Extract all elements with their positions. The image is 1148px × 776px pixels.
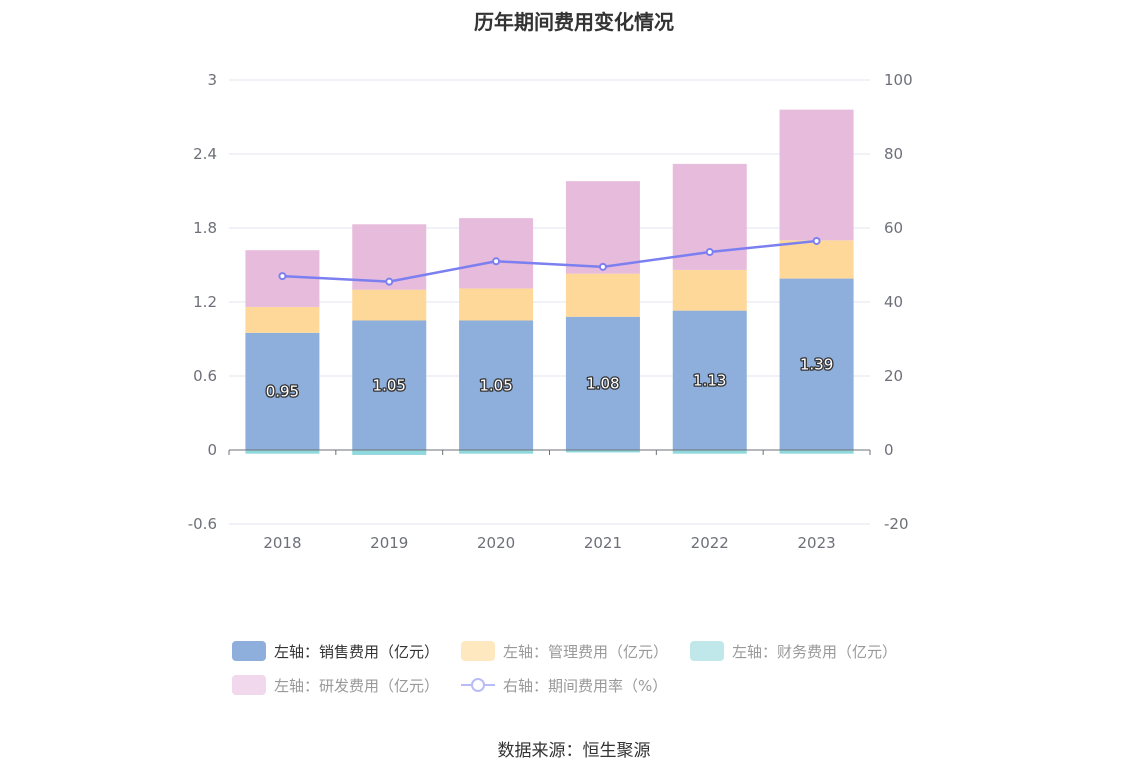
bar-segment — [352, 450, 427, 455]
left-tick-label: -0.6 — [188, 515, 217, 533]
legend-row-1: 左轴：销售费用（亿元） 左轴：管理费用（亿元） 左轴：财务费用（亿元） — [232, 638, 932, 664]
legend-swatch-sales — [232, 641, 266, 661]
data-label: 1.05 — [373, 376, 406, 394]
bar-segment — [779, 240, 854, 279]
legend-label-expense-ratio: 右轴：期间费用率（%） — [503, 676, 668, 695]
bar-segment — [245, 306, 320, 333]
left-tick-label: 0 — [207, 441, 217, 459]
data-label: 1.13 — [693, 371, 726, 389]
expense-ratio-line — [282, 239, 817, 283]
bar-segment — [459, 218, 534, 289]
data-label: 1.05 — [479, 376, 512, 394]
legend-swatch-admin — [461, 641, 496, 661]
bar-segment — [779, 450, 854, 454]
category-label: 2022 — [691, 534, 729, 552]
legend: 左轴：销售费用（亿元） 左轴：管理费用（亿元） 左轴：财务费用（亿元） 左轴：研… — [232, 638, 932, 706]
bar-segment — [779, 278, 854, 450]
right-tick-label: 40 — [884, 293, 903, 311]
bar-segment — [565, 181, 640, 274]
right-tick-label: 20 — [884, 367, 903, 385]
legend-row-2: 左轴：研发费用（亿元） 右轴：期间费用率（%） — [232, 672, 932, 698]
bar-segment — [459, 320, 534, 450]
bar-segment — [459, 288, 534, 321]
left-tick-label: 3 — [207, 71, 217, 89]
source-note: 数据来源：恒生聚源 — [497, 741, 651, 761]
line-point — [705, 248, 714, 257]
right-tick-label: 80 — [884, 145, 903, 163]
line-point — [278, 272, 287, 281]
line-point — [812, 236, 821, 245]
right-tick-label: -20 — [884, 515, 909, 533]
category-label: 2019 — [370, 534, 408, 552]
line-point — [598, 262, 607, 271]
legend-item-expense-ratio[interactable]: 右轴：期间费用率（%） — [461, 675, 667, 696]
bar-segment — [459, 450, 534, 454]
bar-segment — [565, 316, 640, 450]
data-label: 0.95 — [266, 382, 299, 400]
category-label: 2023 — [797, 534, 835, 552]
legend-line-icon — [461, 675, 496, 695]
category-label: 2018 — [263, 534, 301, 552]
right-tick-label: 60 — [884, 219, 903, 237]
category-label: 2021 — [584, 534, 622, 552]
legend-item-sales[interactable]: 左轴：销售费用（亿元） — [232, 641, 439, 662]
bar-segment — [245, 332, 320, 450]
left-tick-label: 2.4 — [193, 145, 217, 163]
legend-swatch-finance — [690, 641, 725, 661]
line-point — [385, 277, 394, 286]
legend-label-rnd: 左轴：研发费用（亿元） — [274, 676, 440, 695]
left-tick-label: 1.2 — [193, 293, 217, 311]
legend-item-rnd[interactable]: 左轴：研发费用（亿元） — [232, 675, 439, 696]
data-label: 1.08 — [586, 374, 619, 392]
bar-segment — [672, 269, 747, 311]
left-tick-label: 1.8 — [193, 219, 217, 237]
legend-item-admin[interactable]: 左轴：管理费用（亿元） — [461, 641, 668, 662]
bar-segment — [352, 289, 427, 321]
data-label: 1.39 — [800, 355, 833, 373]
legend-swatch-rnd — [232, 675, 266, 695]
bar-segment — [565, 450, 640, 453]
line-point — [492, 257, 501, 266]
legend-label-sales: 左轴：销售费用（亿元） — [274, 642, 440, 661]
left-tick-label: 0.6 — [193, 367, 217, 385]
legend-label-admin: 左轴：管理费用（亿元） — [503, 642, 669, 661]
right-tick-label: 100 — [884, 71, 913, 89]
bar-segment — [565, 273, 640, 317]
legend-item-finance[interactable]: 左轴：财务费用（亿元） — [690, 641, 897, 662]
chart-title: 历年期间费用变化情况 — [474, 10, 674, 34]
bar-segment — [245, 450, 320, 454]
bar-segment — [779, 109, 854, 241]
bar-segment — [672, 450, 747, 454]
category-label: 2020 — [477, 534, 515, 552]
right-tick-label: 0 — [884, 441, 894, 459]
bar-segment — [672, 310, 747, 450]
bar-segment — [352, 320, 427, 450]
legend-label-finance: 左轴：财务费用（亿元） — [732, 642, 898, 661]
chart-plot: 3 2.4 1.8 1.2 0.6 0 -0.6 100 80 60 40 20 0 -20 2018 201… — [188, 71, 913, 552]
